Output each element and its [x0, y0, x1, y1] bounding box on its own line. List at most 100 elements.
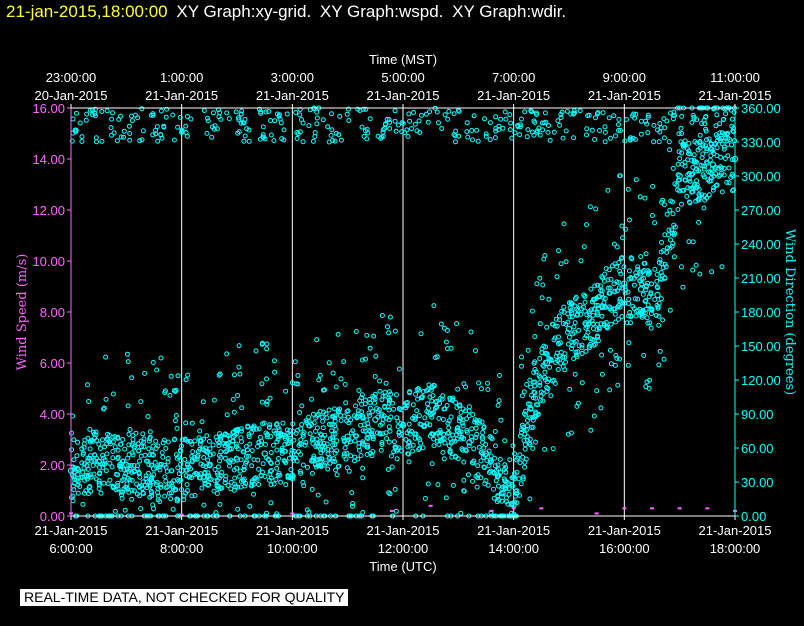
top-tick-time: 9:00:00	[603, 70, 646, 85]
y-right-title: Wind Direction (degrees)	[782, 229, 797, 395]
wdir-point	[709, 161, 717, 168]
top-tick-date: 21-Jan-2015	[367, 88, 440, 103]
bottom-tick-date: 21-Jan-2015	[477, 523, 550, 538]
wdir-point	[206, 461, 213, 469]
top-tick-time: 11:00:00	[710, 70, 760, 85]
wspd-point	[650, 507, 654, 510]
top-tick-date: 21-Jan-2015	[145, 88, 218, 103]
wdir-point	[95, 458, 102, 465]
graph-name-wdir: XY Graph:wdir.	[452, 2, 567, 21]
top-tick-date: 21-Jan-2015	[588, 88, 661, 103]
bottom-tick-time: 16:00:00	[599, 541, 650, 556]
wdir-point-cloud	[69, 105, 738, 519]
wdir-point	[565, 325, 573, 333]
left-tick-label: 2.00	[40, 458, 65, 473]
left-tick-label: 0.00	[40, 509, 65, 524]
right-tick-label: 150.00	[741, 339, 781, 354]
left-tick-label: 16.00	[32, 101, 65, 116]
wspd-point	[290, 512, 295, 515]
right-tick-label: 90.00	[741, 407, 774, 422]
left-tick-label: 14.00	[32, 152, 65, 167]
wdir-point	[510, 501, 517, 508]
bottom-tick-time: 14:00:00	[488, 541, 539, 556]
left-tick-label: 4.00	[40, 407, 65, 422]
right-tick-label: 210.00	[741, 271, 781, 286]
timestamp: 21-jan-2015,18:00:00	[6, 2, 168, 21]
top-tick-date: 20-Jan-2015	[35, 88, 108, 103]
right-tick-label: 360.00	[741, 101, 781, 116]
wspd-point	[705, 507, 710, 510]
wdir-point	[499, 490, 506, 497]
wdir-point	[178, 467, 185, 474]
wspd-point	[677, 507, 682, 510]
bottom-tick-time: 8:00:00	[160, 541, 203, 556]
quality-disclaimer: REAL-TIME DATA, NOT CHECKED FOR QUALITY	[20, 589, 349, 606]
top-tick-time: 7:00:00	[492, 70, 535, 85]
top-tick-time: 5:00:00	[381, 70, 424, 85]
top-tick-time: 23:00:00	[46, 70, 97, 85]
wspd-point	[489, 509, 494, 512]
top-tick-time: 3:00:00	[271, 70, 314, 85]
wdir-point	[150, 465, 158, 472]
top-tick-date: 21-Jan-2015	[256, 88, 329, 103]
bottom-tick-time: 6:00:00	[49, 541, 92, 556]
wdir-point	[344, 433, 351, 440]
bottom-tick-time: 12:00:00	[378, 541, 429, 556]
wdir-point	[482, 450, 490, 457]
wspd-point	[428, 504, 433, 507]
wdir-point	[261, 450, 268, 457]
bottom-tick-date: 21-Jan-2015	[699, 523, 772, 538]
y-left-title: Wind Speed (m/s)	[15, 254, 30, 371]
right-tick-label: 330.00	[741, 135, 781, 150]
left-tick-label: 8.00	[40, 305, 65, 320]
top-tick-date: 21-Jan-2015	[477, 88, 550, 103]
graph-name-wspd: XY Graph:wspd.	[319, 2, 444, 21]
wdir-point	[399, 422, 407, 429]
wdir-point	[316, 439, 324, 446]
axes: 0.00 2.00 4.00 6.00 8.00 10.00 12.00 14.00 16.00…	[15, 52, 797, 574]
bottom-tick-date: 21-Jan-2015	[588, 523, 661, 538]
left-tick-label: 6.00	[40, 356, 65, 371]
wdir-point	[527, 405, 534, 412]
wspd-point	[179, 513, 184, 516]
wdir-point	[637, 286, 645, 293]
graph-name-grid: XY Graph:xy-grid.	[176, 2, 312, 21]
wspd-point	[389, 509, 394, 512]
wdir-point	[455, 427, 462, 435]
wdir-point	[599, 303, 606, 310]
wspd-point	[511, 507, 516, 510]
wspd-point	[622, 507, 627, 510]
right-tick-label: 240.00	[741, 237, 781, 252]
bottom-tick-time: 10:00:00	[267, 541, 318, 556]
right-tick-label: 300.00	[741, 169, 781, 184]
wdir-point	[233, 456, 241, 463]
right-tick-label: 120.00	[741, 373, 781, 388]
wspd-point	[594, 512, 599, 515]
wdir-point	[693, 167, 700, 174]
bottom-tick-time: 18:00:00	[710, 541, 761, 556]
x-top-title: Time (MST)	[369, 52, 437, 67]
wdir-point	[543, 359, 551, 367]
bottom-tick-date: 21-Jan-2015	[145, 523, 218, 538]
wdir-point	[123, 461, 130, 469]
bottom-tick-date: 21-Jan-2015	[35, 523, 108, 538]
right-tick-label: 180.00	[741, 305, 781, 320]
wdir-point	[289, 450, 296, 457]
left-tick-label: 10.00	[32, 254, 65, 269]
wdir-point	[372, 416, 379, 423]
wdir-point	[466, 439, 473, 446]
bottom-tick-date: 21-Jan-2015	[367, 523, 440, 538]
wdir-point	[654, 291, 661, 299]
right-tick-label: 0.00	[741, 509, 766, 524]
top-tick-date: 21-Jan-2015	[699, 88, 772, 103]
right-tick-label: 30.00	[741, 475, 774, 490]
left-tick-label: 12.00	[32, 203, 65, 218]
wdir-point	[621, 280, 628, 287]
x-bottom-title: Time (UTC)	[369, 559, 436, 574]
top-tick-time: 1:00:00	[160, 70, 203, 85]
wdir-point	[427, 410, 434, 418]
bottom-tick-date: 21-Jan-2015	[256, 523, 329, 538]
wspd-point	[539, 507, 544, 510]
right-tick-label: 60.00	[741, 441, 774, 456]
